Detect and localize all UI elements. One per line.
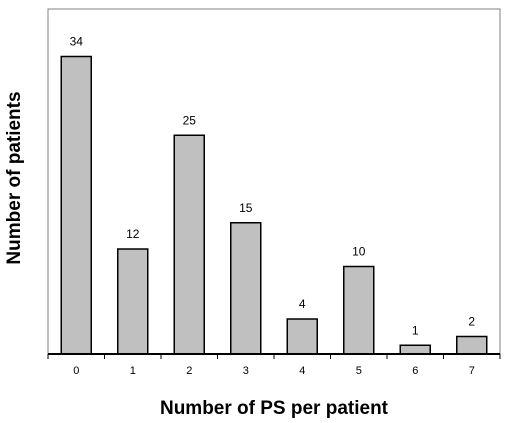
x-axis-label: Number of PS per patient: [159, 398, 389, 419]
x-tick-label-0: 0: [73, 365, 79, 377]
x-tick-label-5: 5: [356, 365, 362, 377]
x-tick-label-7: 7: [469, 365, 475, 377]
plot-area: [47, 8, 501, 355]
bar-2: [173, 134, 205, 355]
data-label-4: 4: [299, 297, 306, 311]
bar-7: [456, 335, 488, 355]
x-ticks-group: 0 1 2 3 4 5 6 7: [47, 354, 501, 377]
data-label-5: 10: [352, 245, 366, 259]
bar-3: [230, 222, 262, 355]
x-tick-label-3: 3: [243, 365, 249, 377]
bar-1: [117, 248, 149, 355]
bar-0: [60, 55, 92, 355]
bar-4: [286, 318, 318, 355]
data-label-0: 34: [70, 35, 84, 49]
x-tick-label-2: 2: [186, 365, 192, 377]
data-label-2: 25: [183, 113, 197, 127]
y-axis-label: Number of patients: [4, 91, 25, 265]
x-tick-label-1: 1: [130, 365, 136, 377]
x-tick-label-4: 4: [299, 365, 305, 377]
data-label-6: 1: [412, 323, 419, 337]
data-label-7: 2: [468, 315, 475, 329]
bar-6: [399, 344, 431, 355]
data-label-1: 12: [126, 227, 140, 241]
bar-5: [343, 265, 375, 355]
data-label-3: 15: [239, 201, 253, 215]
x-tick-label-6: 6: [412, 365, 418, 377]
